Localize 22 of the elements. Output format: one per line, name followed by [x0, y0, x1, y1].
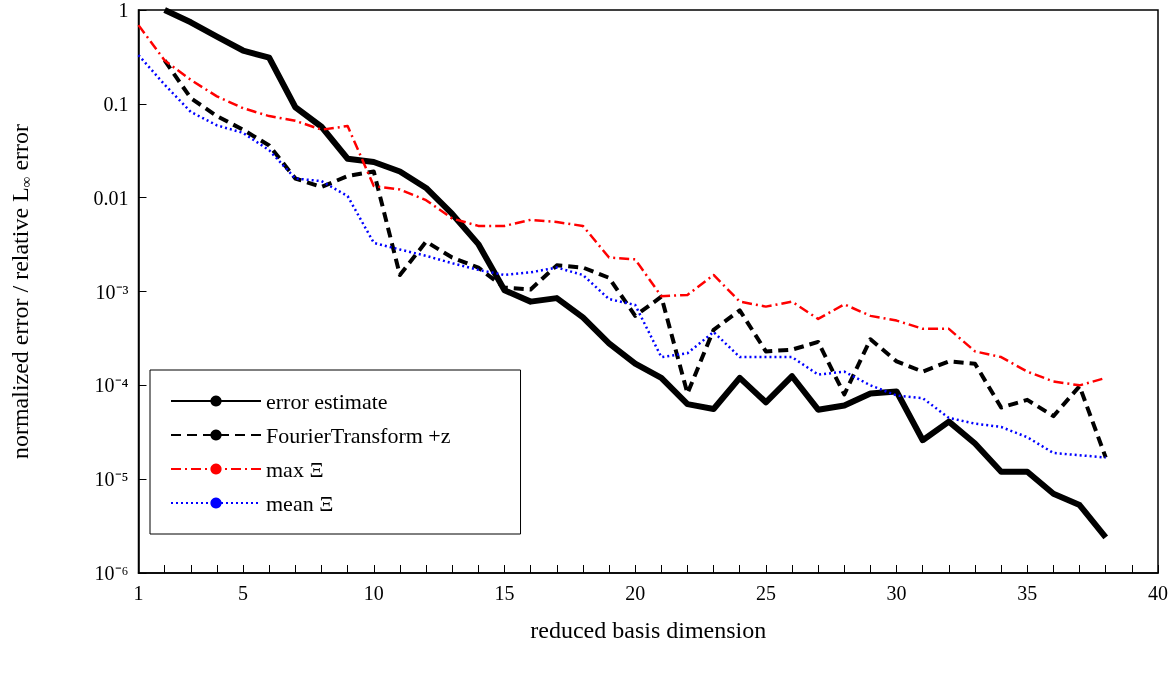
legend-label: max Ξ — [266, 456, 324, 482]
y-tick-label: 10⁻⁴ — [94, 374, 129, 397]
legend-label: mean Ξ — [266, 490, 334, 516]
y-axis-title: normalized error / relative L∞ error — [7, 123, 34, 460]
y-tick-label: 10⁻⁵ — [94, 468, 129, 491]
y-tick-label: 1 — [118, 0, 129, 21]
legend-label: FourierTransform +z — [266, 422, 451, 448]
legend-label: error estimate — [266, 388, 388, 414]
x-tick-label: 20 — [625, 582, 646, 604]
x-axis-title: reduced basis dimension — [530, 617, 767, 643]
y-tick-label: 0.01 — [93, 186, 129, 209]
x-tick-label: 1 — [133, 582, 144, 604]
x-tick-label: 10 — [363, 582, 384, 604]
x-tick-label: 40 — [1148, 582, 1168, 604]
x-tick-label: 35 — [1017, 582, 1038, 604]
x-tick-label: 5 — [238, 582, 249, 604]
y-tick-label: 10⁻⁶ — [94, 562, 129, 584]
y-tick-label: 0.1 — [103, 92, 129, 115]
x-tick-label: 15 — [494, 582, 515, 604]
y-tick-label: 10⁻³ — [95, 280, 129, 303]
x-tick-label: 30 — [886, 582, 907, 604]
x-tick-label: 25 — [755, 582, 776, 604]
